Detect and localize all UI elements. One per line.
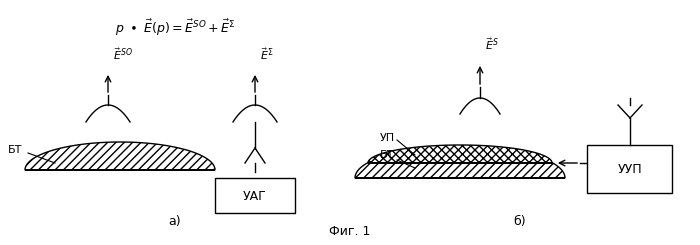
Text: $\vec{E}^{\Sigma}$: $\vec{E}^{\Sigma}$ <box>260 46 274 62</box>
Polygon shape <box>368 145 552 163</box>
Text: Фиг. 1: Фиг. 1 <box>329 225 371 238</box>
Bar <box>215 178 295 213</box>
Polygon shape <box>355 146 565 178</box>
Text: $p\ \bullet\ \vec{E}(p)=\vec{E}^{SO}+\vec{E}^{\Sigma}$: $p\ \bullet\ \vec{E}(p)=\vec{E}^{SO}+\ve… <box>115 18 235 38</box>
Polygon shape <box>25 142 215 170</box>
Text: $\vec{E}^{SO}$: $\vec{E}^{SO}$ <box>113 46 133 62</box>
Text: а): а) <box>169 215 181 228</box>
Bar <box>587 145 672 193</box>
Text: $\vec{E}^{S}$: $\vec{E}^{S}$ <box>485 36 499 52</box>
Text: УП: УП <box>380 133 395 143</box>
Text: УУП: УУП <box>617 162 643 175</box>
Text: БТ: БТ <box>8 145 22 155</box>
Text: БТ: БТ <box>380 150 394 160</box>
Text: УАГ: УАГ <box>243 189 267 203</box>
Text: б): б) <box>514 215 526 228</box>
